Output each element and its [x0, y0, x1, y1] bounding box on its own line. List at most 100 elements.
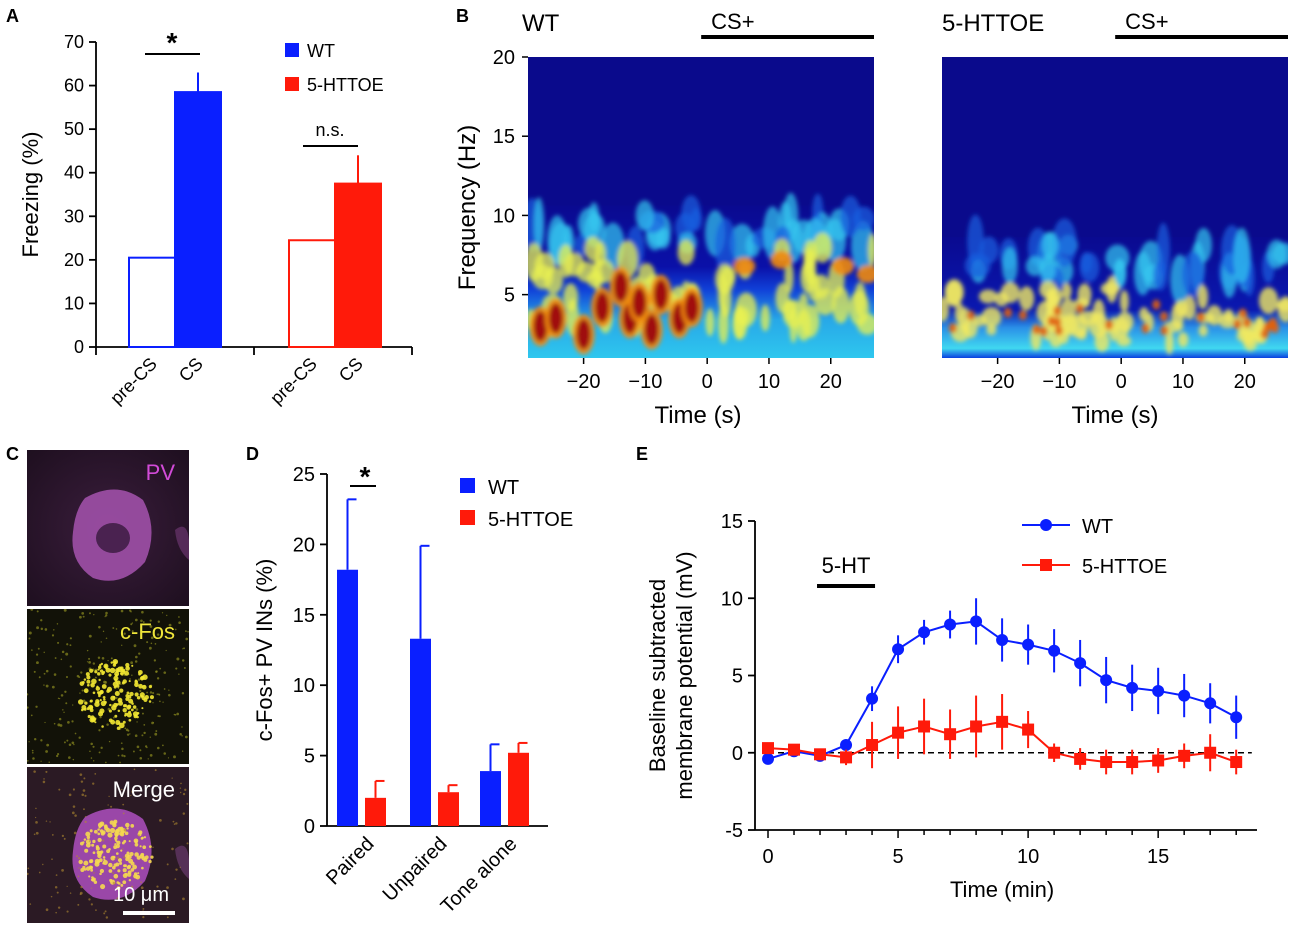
merge-speckle: [108, 795, 110, 798]
cfos-speckle: [72, 758, 75, 761]
cfos-speckle: [131, 630, 134, 633]
e-y-axis-label-line2: membrane potential (mV): [672, 551, 697, 799]
d-legend-oe-swatch: [460, 510, 475, 525]
cfos-puncta: [98, 678, 101, 682]
merge-speckle: [104, 910, 107, 913]
cfos-speckle: [150, 642, 153, 645]
b-blob: [814, 288, 836, 316]
cfos-speckle: [167, 757, 170, 759]
a-y-axis-label: Freezing (%): [18, 132, 43, 258]
merge-puncta: [85, 866, 91, 871]
cfos-speckle: [63, 609, 67, 612]
cfos-speckle: [92, 760, 95, 762]
a-ns-label: n.s.: [315, 120, 344, 140]
merge-puncta: [113, 819, 118, 824]
panel-letter-a: A: [6, 6, 19, 26]
merge-puncta: [97, 851, 103, 857]
cfos-puncta: [103, 700, 107, 704]
cfos-speckle: [163, 752, 167, 755]
e-x-tick-label: 5: [892, 846, 903, 868]
b-blob: [1165, 329, 1174, 355]
cfos-speckle: [88, 657, 91, 660]
cfos-puncta: [81, 708, 84, 712]
merge-puncta: [84, 848, 89, 853]
e-point: [814, 748, 827, 761]
b-blob: [852, 206, 874, 231]
b-blob: [867, 233, 874, 267]
cfos-speckle: [88, 634, 92, 638]
merge-speckle: [90, 903, 93, 906]
cfos-puncta: [114, 714, 118, 718]
pv-label: PV: [145, 460, 175, 485]
merge-puncta: [85, 842, 91, 848]
cfos-speckle: [130, 611, 132, 613]
cfos-speckle: [157, 620, 160, 623]
merge-label: Merge: [112, 777, 175, 802]
merge-speckle: [173, 823, 176, 825]
merge-speckle: [38, 871, 41, 874]
b-hot-blob: [1160, 325, 1169, 336]
a-y-tick-label: 60: [64, 76, 84, 96]
b-blob: [588, 202, 600, 231]
cfos-speckle: [71, 741, 75, 745]
merge-speckle: [133, 768, 136, 771]
cfos-speckle: [99, 716, 102, 719]
b-x-tick-label: −10: [1042, 371, 1076, 393]
b-blob: [945, 281, 962, 307]
d-y-tick-label: 10: [293, 675, 315, 697]
b-hot-blob: [1159, 311, 1168, 322]
cfos-speckle: [107, 659, 109, 662]
b-blob: [981, 306, 1002, 328]
merge-speckle: [35, 821, 38, 824]
cfos-speckle: [28, 741, 30, 743]
b-hot-core: [653, 279, 668, 310]
merge-puncta: [93, 880, 98, 884]
merge-puncta: [108, 848, 111, 851]
cfos-speckle: [156, 693, 159, 696]
cfos-speckle: [73, 743, 75, 746]
merge-puncta: [97, 832, 101, 836]
b-hot-blob: [1267, 319, 1276, 330]
b-y-tick-label: 10: [493, 205, 515, 227]
cfos-puncta: [83, 688, 89, 694]
merge-speckle: [42, 780, 46, 784]
b-blob: [1197, 284, 1209, 310]
cfos-speckle: [40, 739, 43, 742]
cfos-speckle: [152, 691, 155, 695]
b-blob: [784, 259, 794, 294]
e-point: [892, 643, 905, 656]
cfos-speckle: [178, 621, 181, 624]
cfos-puncta: [149, 695, 154, 700]
merge-speckle: [69, 892, 72, 894]
cfos-puncta: [83, 707, 87, 711]
b-panel-title: WT: [522, 10, 560, 37]
cfos-speckle: [60, 658, 63, 661]
b-hot-blob: [832, 257, 855, 276]
merge-puncta: [93, 829, 98, 834]
cfos-speckle: [105, 637, 108, 640]
d-y-tick-label: 5: [304, 746, 315, 768]
b-hot-blob: [948, 323, 957, 334]
merge-speckle: [49, 821, 51, 823]
cfos-speckle: [143, 724, 146, 726]
cfos-puncta: [91, 678, 97, 685]
panel-e-line-chart: -5 0 5 10 15 0 5 10 15 Time (min) Baseline subtrac…: [645, 511, 1257, 902]
cfos-puncta: [127, 694, 132, 699]
merge-speckle: [27, 867, 30, 870]
cfos-puncta: [122, 708, 127, 713]
e-point: [762, 752, 775, 765]
cfos-puncta: [117, 709, 121, 713]
cfos-puncta: [134, 692, 139, 697]
merge-speckle: [77, 903, 80, 906]
merge-puncta: [142, 845, 147, 850]
cfos-speckle: [149, 736, 151, 738]
e-point: [866, 739, 879, 752]
cfos-puncta: [95, 699, 100, 704]
cfos-speckle: [129, 733, 131, 735]
b-blob: [1258, 287, 1279, 315]
cfos-speckle: [69, 637, 72, 640]
e-point: [1126, 756, 1139, 769]
merge-speckle: [186, 802, 189, 805]
cfos-speckle: [129, 678, 131, 680]
merge-speckle: [171, 847, 174, 851]
